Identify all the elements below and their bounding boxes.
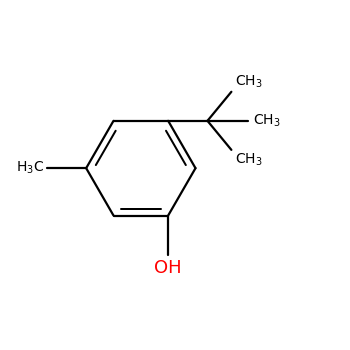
Text: CH$_3$: CH$_3$ <box>236 152 263 168</box>
Text: H$_3$C: H$_3$C <box>16 160 44 176</box>
Text: CH$_3$: CH$_3$ <box>253 113 280 129</box>
Text: OH: OH <box>154 259 182 277</box>
Text: CH$_3$: CH$_3$ <box>236 74 263 90</box>
